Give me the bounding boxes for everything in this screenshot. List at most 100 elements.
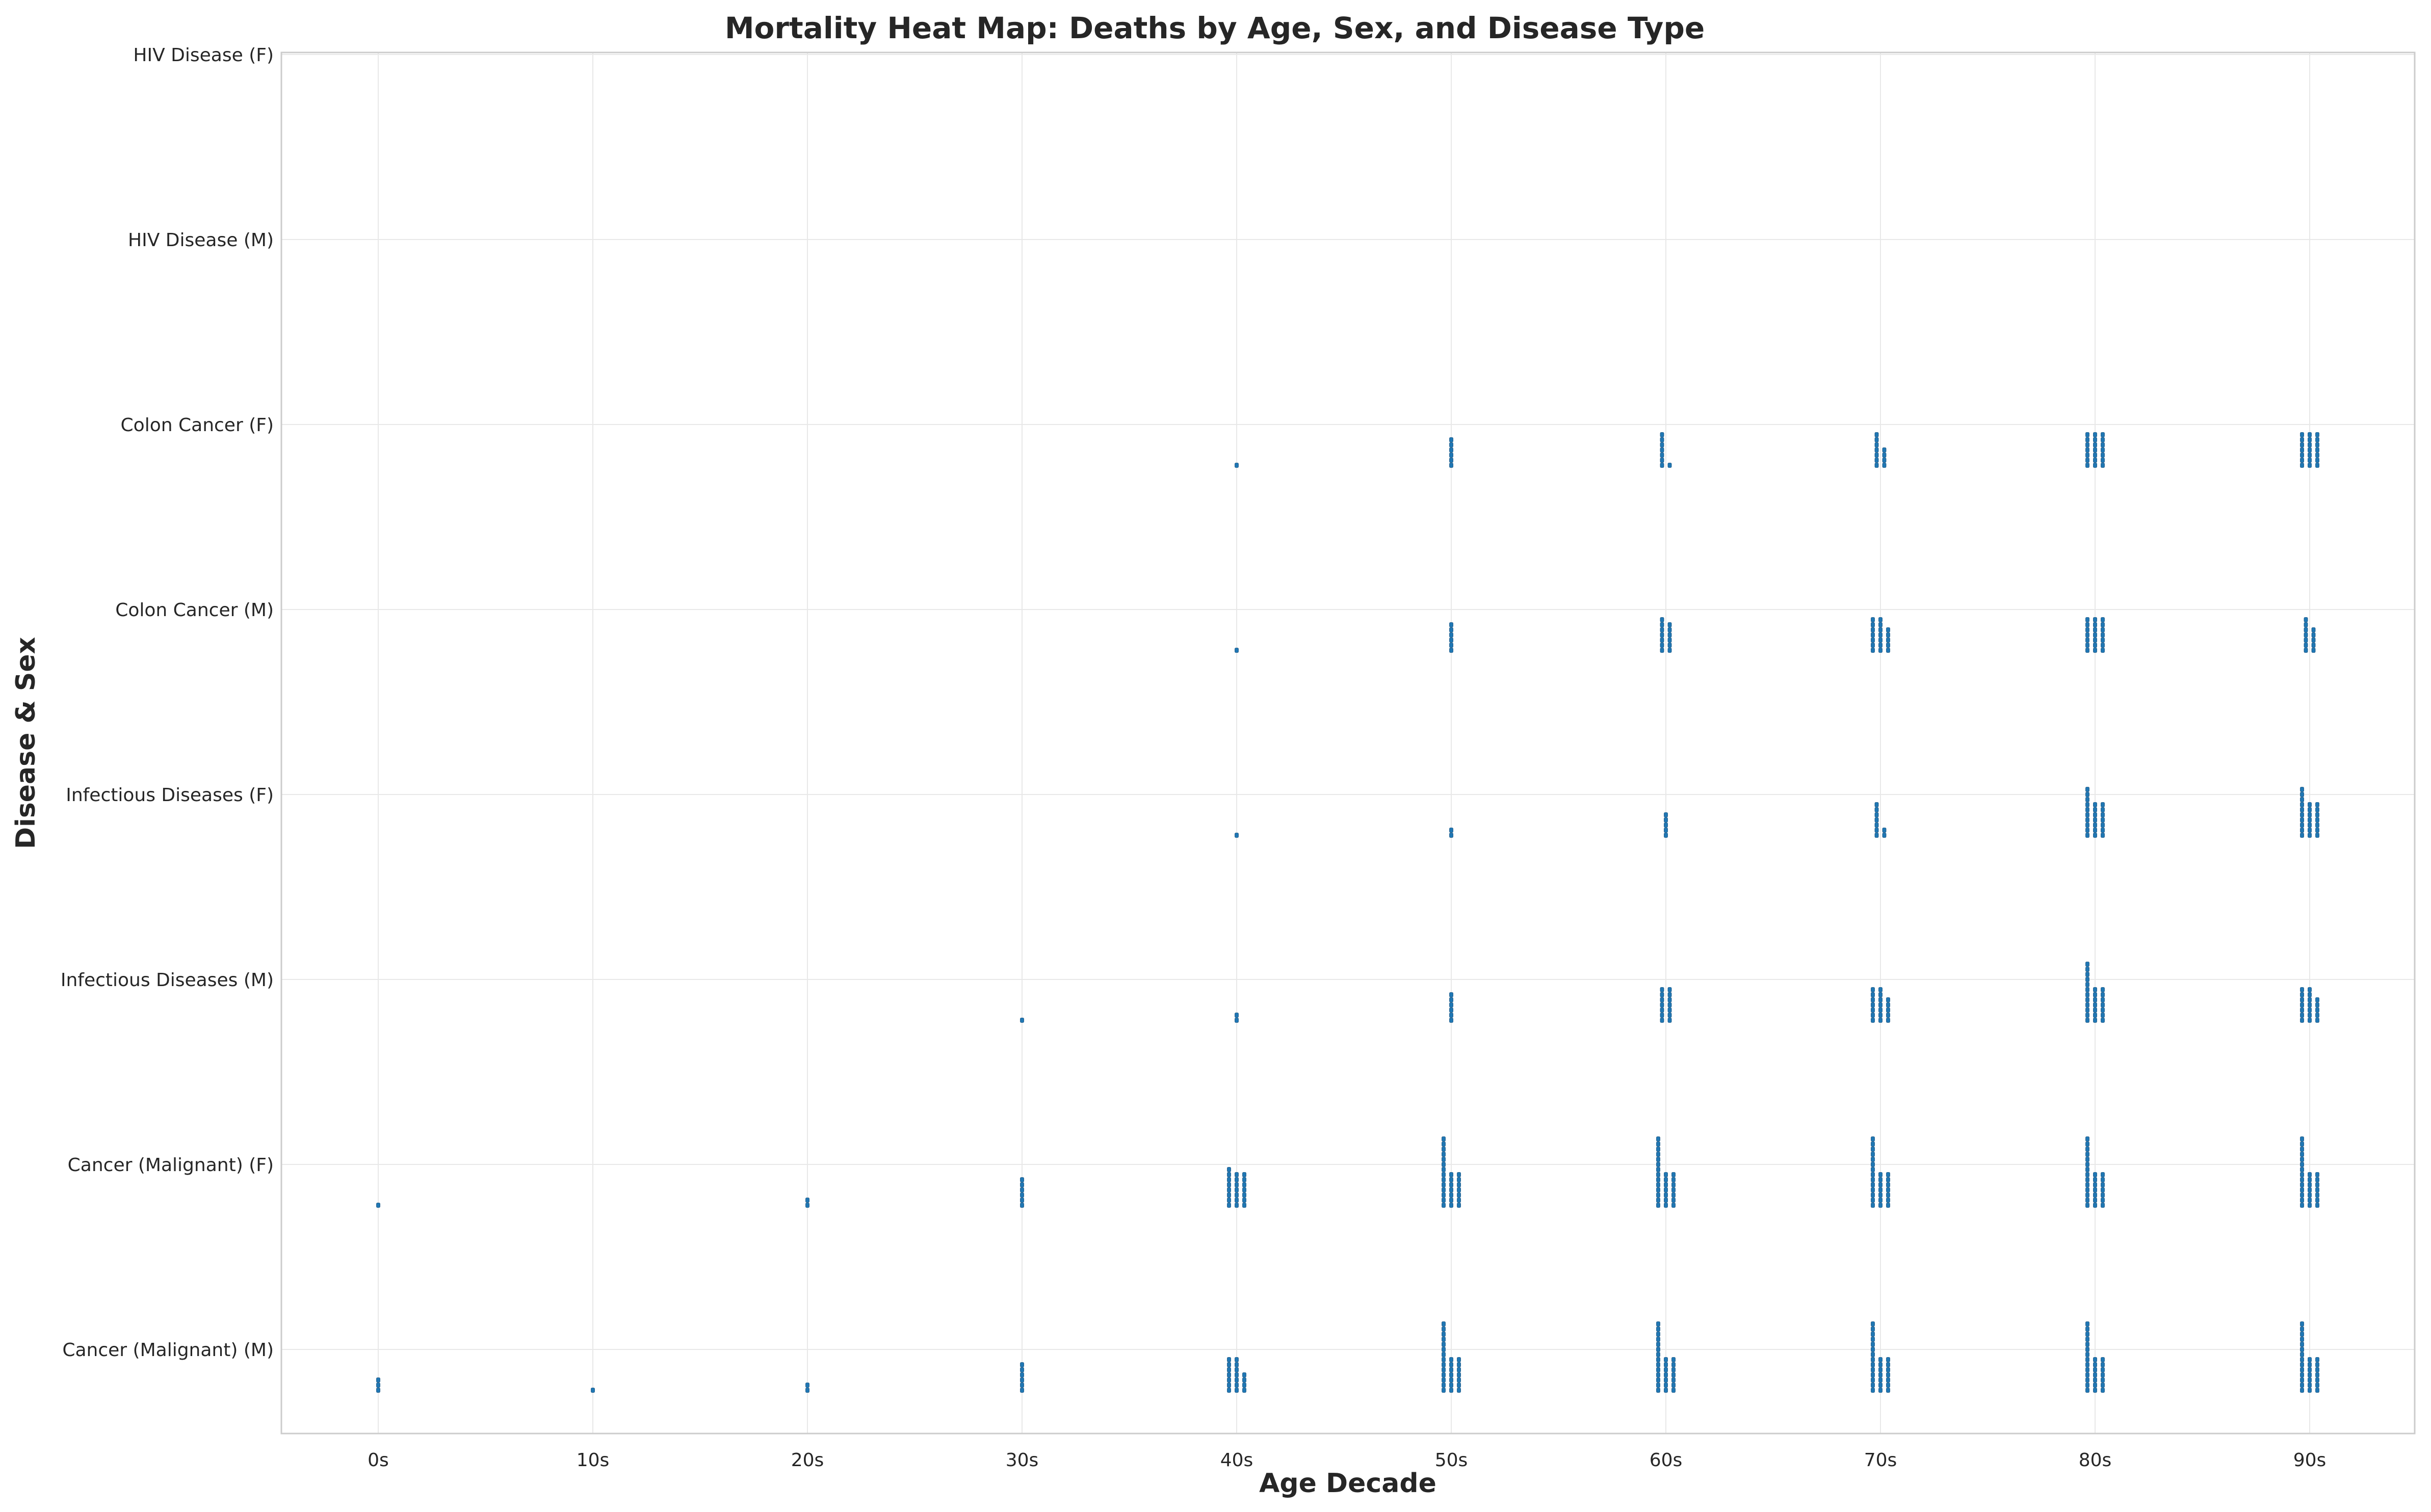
data-point xyxy=(2101,1203,2105,1208)
data-point xyxy=(2085,617,2089,622)
data-point xyxy=(1871,1007,1875,1013)
data-point xyxy=(1871,1332,1875,1337)
data-point xyxy=(2085,1187,2089,1192)
data-point xyxy=(1442,1182,1446,1187)
data-point xyxy=(1442,1203,1446,1208)
data-point xyxy=(2085,1352,2089,1357)
data-point xyxy=(2308,823,2312,828)
data-point xyxy=(2101,1182,2105,1187)
data-point xyxy=(2315,807,2319,812)
data-point xyxy=(2300,1157,2304,1162)
data-point xyxy=(1667,1002,1672,1007)
data-point xyxy=(1442,1167,1446,1172)
data-point xyxy=(2300,1203,2304,1208)
data-point xyxy=(1878,648,1883,653)
data-point xyxy=(1874,453,1879,458)
data-point xyxy=(1874,828,1879,833)
data-point xyxy=(1449,833,1453,838)
data-point xyxy=(2101,1007,2105,1013)
data-point xyxy=(1886,643,1890,648)
data-point xyxy=(2300,817,2304,823)
data-point xyxy=(2101,817,2105,823)
data-point xyxy=(1874,463,1879,468)
data-point xyxy=(1871,1167,1875,1172)
data-point xyxy=(1660,632,1664,638)
data-point xyxy=(1871,1203,1875,1208)
data-point xyxy=(2300,787,2304,792)
data-point xyxy=(2315,1357,2319,1362)
y-tick-label: Colon Cancer (F) xyxy=(121,415,274,436)
data-point xyxy=(2311,627,2316,632)
data-point xyxy=(1871,1362,1875,1367)
data-point xyxy=(1656,1367,1660,1372)
data-point xyxy=(2101,828,2105,833)
data-point xyxy=(1020,1372,1024,1377)
data-point xyxy=(2085,1002,2089,1007)
data-point xyxy=(2093,617,2097,622)
data-point xyxy=(2101,458,2105,463)
data-point xyxy=(2093,823,2097,828)
data-point xyxy=(1667,643,1672,648)
data-point xyxy=(1235,1192,1239,1198)
data-point xyxy=(1664,1182,1668,1187)
data-point xyxy=(1664,1198,1668,1203)
data-point xyxy=(1227,1167,1231,1172)
data-point xyxy=(1020,1177,1024,1182)
data-point xyxy=(2085,643,2089,648)
data-point xyxy=(1020,1388,1024,1393)
data-point xyxy=(2085,1182,2089,1187)
data-point xyxy=(2300,1167,2304,1172)
data-point xyxy=(1442,1347,1446,1352)
data-point xyxy=(2101,1198,2105,1203)
data-point xyxy=(1874,817,1879,823)
data-point xyxy=(1886,1187,1890,1192)
data-point xyxy=(1882,458,1887,463)
data-point xyxy=(1235,1013,1239,1018)
data-point xyxy=(1227,1377,1231,1383)
data-point xyxy=(1871,1172,1875,1177)
data-point xyxy=(1227,1172,1231,1177)
data-point xyxy=(2101,992,2105,997)
data-point xyxy=(1449,1362,1453,1367)
data-point xyxy=(1878,1187,1883,1192)
data-point xyxy=(1449,1182,1453,1187)
data-point xyxy=(2085,1013,2089,1018)
data-point xyxy=(1671,1198,1676,1203)
data-point xyxy=(2093,453,2097,458)
data-point xyxy=(1242,1172,1246,1177)
data-point xyxy=(1874,812,1879,817)
data-point xyxy=(2101,648,2105,653)
data-point xyxy=(2300,1332,2304,1337)
data-point xyxy=(2093,1372,2097,1377)
data-point xyxy=(2300,432,2304,437)
data-point xyxy=(1442,1342,1446,1347)
data-point xyxy=(1660,987,1664,992)
data-point xyxy=(2308,1013,2312,1018)
data-point xyxy=(1878,1192,1883,1198)
data-point xyxy=(2085,1192,2089,1198)
data-point xyxy=(2315,1007,2319,1013)
data-point xyxy=(1449,643,1453,648)
data-point xyxy=(1886,1362,1890,1367)
data-point xyxy=(2085,992,2089,997)
data-point xyxy=(1656,1332,1660,1337)
data-point xyxy=(2085,987,2089,992)
data-point xyxy=(1656,1192,1660,1198)
data-point xyxy=(1886,1198,1890,1203)
data-point xyxy=(1871,1342,1875,1347)
data-point xyxy=(1660,622,1664,627)
data-point xyxy=(1886,1182,1890,1187)
data-point xyxy=(2085,622,2089,627)
data-point xyxy=(1667,1007,1672,1013)
data-point xyxy=(1871,1337,1875,1342)
data-point xyxy=(2304,648,2308,653)
data-point xyxy=(2085,458,2089,463)
data-point xyxy=(2085,442,2089,447)
data-point xyxy=(2311,648,2316,653)
data-point xyxy=(1667,648,1672,653)
data-point xyxy=(2308,987,2312,992)
data-point xyxy=(2085,1337,2089,1342)
x-tick-labels: 0s 10s 20s 30s 40s 50s 60s 70s 80s 90s xyxy=(368,1450,2326,1471)
data-point xyxy=(2300,1013,2304,1018)
data-point xyxy=(2315,1372,2319,1377)
